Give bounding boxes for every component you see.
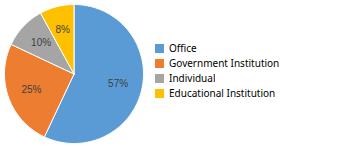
svg-text:10%: 10% xyxy=(31,37,51,48)
svg-text:8%: 8% xyxy=(56,24,71,35)
html-text:Office: Office xyxy=(169,41,197,55)
html-text:Government Institution: Government Institution xyxy=(169,56,280,70)
html-text:Individual: Individual xyxy=(169,71,216,85)
html-text:Educational Institution: Educational Institution xyxy=(169,86,276,100)
svg-text:57%: 57% xyxy=(108,78,128,89)
svg-text:25%: 25% xyxy=(21,84,41,95)
